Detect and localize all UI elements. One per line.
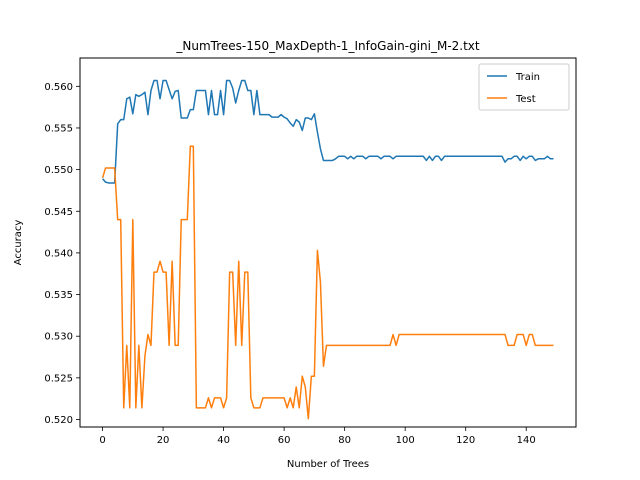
series-line-train xyxy=(101,79,554,184)
legend-test-label: Test xyxy=(515,94,536,105)
y-tick-label: 0.520 xyxy=(44,415,73,426)
x-tick-label: 60 xyxy=(278,435,291,446)
x-tick-label: 140 xyxy=(517,435,536,446)
y-tick-label: 0.560 xyxy=(44,82,73,93)
y-tick-label: 0.530 xyxy=(44,332,73,343)
y-tick-label: 0.535 xyxy=(44,290,73,301)
plot-area-frame xyxy=(79,57,577,428)
y-tick-label: 0.555 xyxy=(44,123,73,134)
x-tick-label: 120 xyxy=(456,435,475,446)
x-tick-label: 100 xyxy=(396,435,415,446)
y-tick-label: 0.525 xyxy=(44,373,73,384)
x-tick-label: 80 xyxy=(338,435,351,446)
y-tick-label: 0.550 xyxy=(44,165,73,176)
y-axis-label: Accuracy xyxy=(13,220,24,266)
y-tick-label: 0.545 xyxy=(44,207,73,218)
legend: Train Test xyxy=(478,63,570,111)
legend-train-label: Train xyxy=(515,72,540,83)
x-tick-label: 20 xyxy=(157,435,170,446)
plot-lines xyxy=(101,79,554,420)
y-tick-label: 0.540 xyxy=(44,248,73,259)
x-tick-label: 40 xyxy=(217,435,230,446)
axis-ticks: 0 20 40 60 80 100 120 140 0.520 0.525 0.530 0.535 0.… xyxy=(44,82,535,446)
series-line-test xyxy=(101,145,554,420)
chart-title: _NumTrees-150_MaxDepth-1_InfoGain-gini_M… xyxy=(175,39,480,53)
x-tick-label: 0 xyxy=(99,435,105,446)
x-axis-label: Number of Trees xyxy=(287,459,369,470)
